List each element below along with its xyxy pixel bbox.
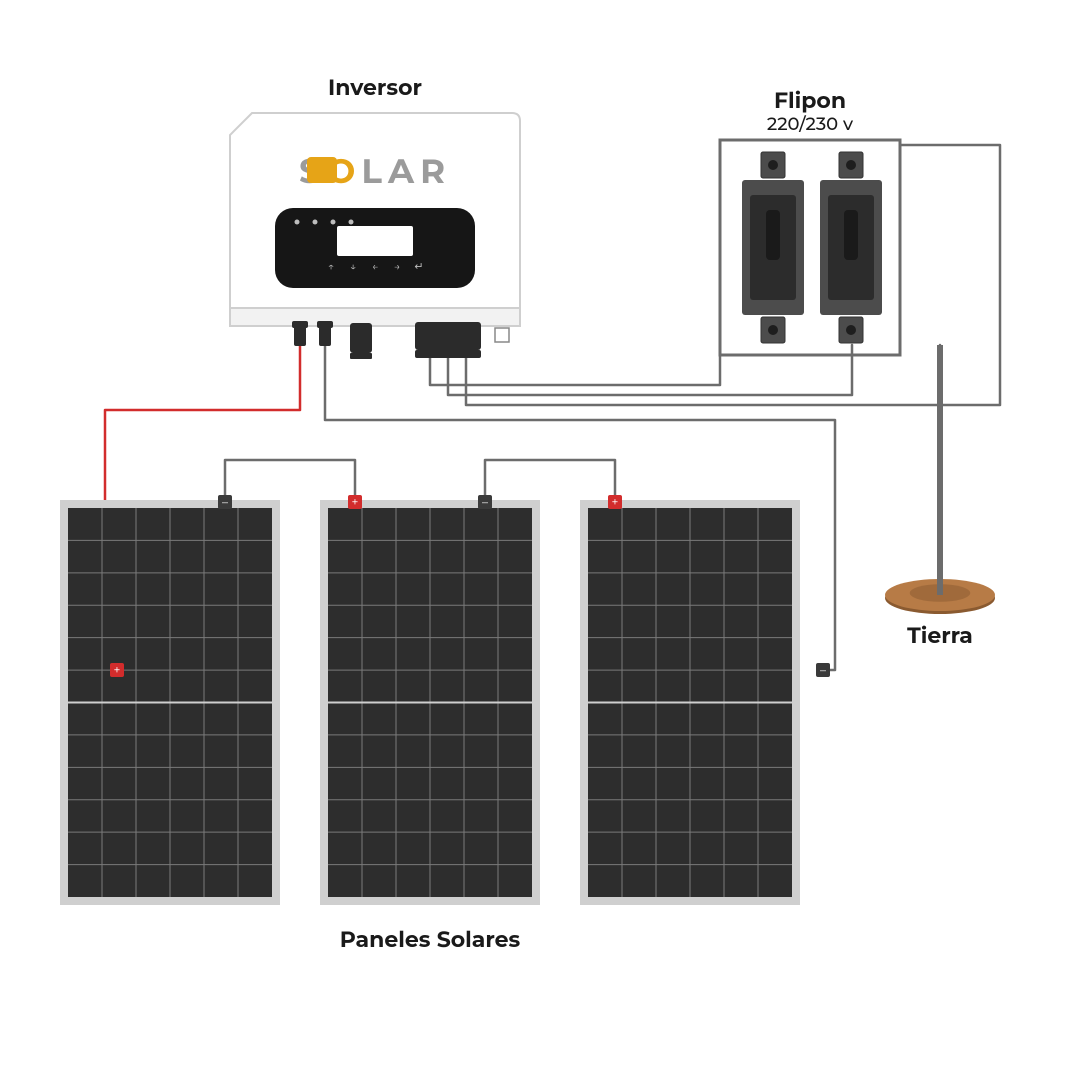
breaker-title: Flipon [774, 87, 846, 114]
svg-text:–: – [820, 663, 826, 678]
svg-text:–: – [482, 495, 488, 510]
panels-label: Paneles Solares [340, 926, 521, 953]
svg-text:+: + [612, 495, 619, 510]
solar-panel-1 [60, 500, 280, 905]
ground-label: Tierra [907, 622, 973, 649]
panels-link-1-2 [225, 460, 355, 500]
ground: Tierra [885, 345, 995, 649]
solar-wiring-diagram: InversorSOLAR↑↓←→↵Flipon220/230 vPaneles… [0, 0, 1080, 1080]
svg-text:←: ← [372, 259, 379, 273]
solar-panel-3 [580, 500, 800, 905]
inverter: InversorSOLAR↑↓←→↵ [230, 74, 520, 359]
solar-panels: Paneles Solares [60, 500, 800, 953]
ac-line-3 [466, 145, 1000, 405]
svg-text:↓: ↓ [350, 259, 357, 273]
panels-link-2-3 [485, 460, 615, 500]
svg-text:↵: ↵ [414, 259, 423, 273]
ground-rod [937, 345, 943, 595]
inverter-label: Inversor [328, 74, 422, 101]
svg-text:↑: ↑ [328, 259, 335, 273]
solar-panel-2 [320, 500, 540, 905]
breaker-box: Flipon220/230 v [720, 87, 900, 385]
ac-line-2 [448, 345, 852, 395]
breaker-subtitle: 220/230 v [767, 113, 854, 135]
svg-text:+: + [352, 495, 359, 510]
svg-text:+: + [114, 663, 121, 678]
svg-text:→: → [394, 259, 401, 273]
svg-text:–: – [222, 495, 228, 510]
